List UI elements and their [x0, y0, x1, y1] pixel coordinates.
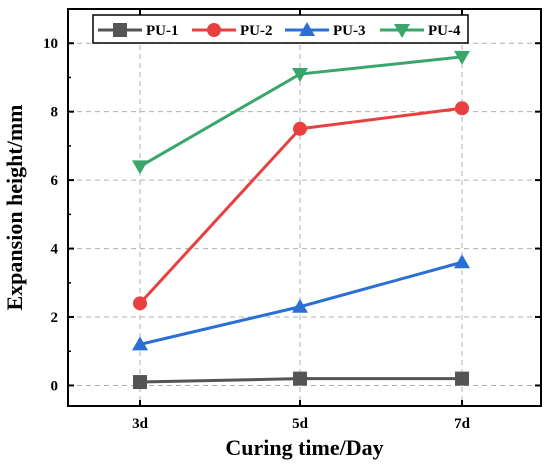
legend-item: PU-3: [285, 22, 366, 39]
legend-label: PU-1: [146, 23, 179, 39]
legend: PU-1 PU-2 PU-3 PU-4: [92, 14, 469, 44]
legend-item: PU-4: [380, 23, 461, 39]
y-tick-label: 6: [51, 173, 59, 189]
legend-label: PU-4: [428, 23, 461, 39]
data-point: [455, 101, 469, 116]
series-pu-4: [132, 50, 470, 175]
ticks: 0 2 4 6 8 10 3d 5d 7d: [43, 9, 541, 432]
data-point: [293, 371, 307, 386]
x-tick-label: 5d: [292, 416, 309, 432]
y-tick-label: 4: [51, 242, 59, 258]
series-layer: [132, 50, 470, 390]
y-tick-label: 2: [51, 310, 59, 326]
x-tick-label: 7d: [454, 416, 471, 432]
data-point: [132, 336, 148, 351]
data-point: [132, 160, 148, 175]
legend-marker: [394, 24, 410, 38]
x-axis-title: Curing time/Day: [225, 435, 383, 460]
data-point: [292, 68, 308, 83]
legend-item: PU-2: [192, 23, 273, 39]
data-point: [292, 298, 308, 313]
legend-marker: [113, 23, 127, 37]
series-pu-2: [133, 101, 469, 311]
x-tick-label: 3d: [132, 416, 149, 432]
legend-marker: [299, 22, 315, 36]
legend-label: PU-2: [240, 23, 273, 39]
y-tick-label: 10: [43, 36, 58, 52]
plot-frame: [67, 8, 542, 407]
legend-item: PU-1: [98, 23, 179, 39]
data-point: [454, 50, 470, 65]
data-point: [133, 375, 147, 390]
legend-marker: [207, 23, 221, 37]
y-axis-title: Expansion height/mm: [2, 105, 27, 311]
data-point: [455, 371, 469, 386]
series-pu-1: [133, 371, 469, 390]
data-point: [133, 296, 147, 311]
legend-label: PU-3: [333, 23, 366, 39]
data-point: [293, 121, 307, 136]
data-point: [454, 254, 470, 269]
y-tick-label: 8: [51, 105, 59, 121]
series-pu-3: [132, 254, 470, 351]
y-tick-label: 0: [51, 378, 59, 394]
